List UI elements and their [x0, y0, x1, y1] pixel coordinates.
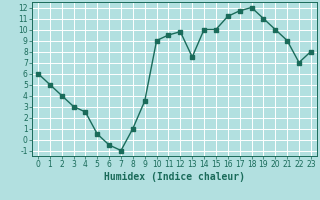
- X-axis label: Humidex (Indice chaleur): Humidex (Indice chaleur): [104, 172, 245, 182]
